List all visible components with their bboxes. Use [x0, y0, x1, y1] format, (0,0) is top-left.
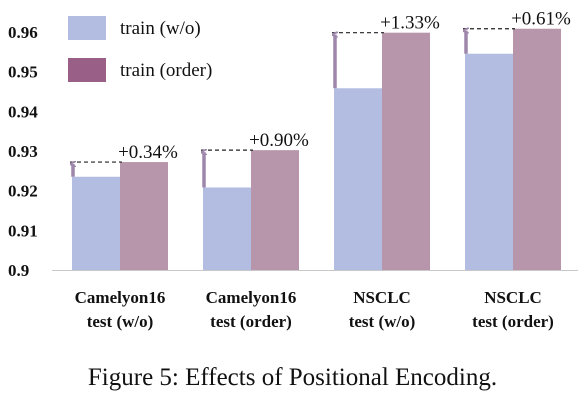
- bar-train-wo: [203, 187, 251, 270]
- y-tick-label: 0.96: [8, 23, 38, 42]
- improvement-label: +0.34%: [118, 142, 178, 163]
- y-tick-label: 0.9: [8, 261, 29, 280]
- y-tick-label: 0.93: [8, 142, 38, 161]
- x-category-label: Camelyon16: [206, 288, 297, 307]
- bar-chart: 0.9 0.91 0.92 0.93 0.94 0.95 0.96 Camelyon16 tes…: [8, 9, 578, 331]
- bar-train-wo: [465, 53, 513, 270]
- improvement-label: +0.61%: [511, 9, 571, 30]
- x-category-label: test (order): [472, 312, 554, 331]
- x-category-label: test (order): [210, 312, 292, 331]
- y-tick-label: 0.95: [8, 63, 38, 82]
- improvement-label: +1.33%: [380, 13, 440, 34]
- figure-caption: Figure 5: Effects of Positional Encoding…: [87, 364, 498, 391]
- legend: train (w/o) train (order): [68, 16, 212, 82]
- bars: [72, 28, 561, 271]
- bar-train-order: [382, 32, 430, 271]
- legend-label: train (order): [120, 60, 212, 81]
- x-category-label: NSCLC: [353, 288, 411, 307]
- x-category-label: test (w/o): [87, 312, 154, 331]
- y-tick-label: 0.92: [8, 182, 38, 201]
- bar-train-order: [120, 162, 168, 270]
- legend-swatch: [68, 58, 106, 82]
- bar-train-order: [513, 28, 561, 270]
- annotations: +0.34% +0.90% +1.33% +0.61%: [70, 9, 571, 188]
- x-category-label: test (w/o): [349, 312, 416, 331]
- bar-train-wo: [334, 88, 382, 270]
- y-tick-label: 0.91: [8, 221, 38, 240]
- y-tick-label: 0.94: [8, 102, 38, 121]
- legend-label: train (w/o): [120, 18, 201, 39]
- bar-train-wo: [72, 176, 120, 270]
- x-category-label: NSCLC: [484, 288, 542, 307]
- x-category-label: Camelyon16: [75, 288, 166, 307]
- bar-train-order: [251, 150, 299, 270]
- improvement-label: +0.90%: [249, 130, 309, 151]
- axes: 0.9 0.91 0.92 0.93 0.94 0.95 0.96 Camelyon16 tes…: [8, 23, 578, 331]
- legend-swatch: [68, 16, 106, 40]
